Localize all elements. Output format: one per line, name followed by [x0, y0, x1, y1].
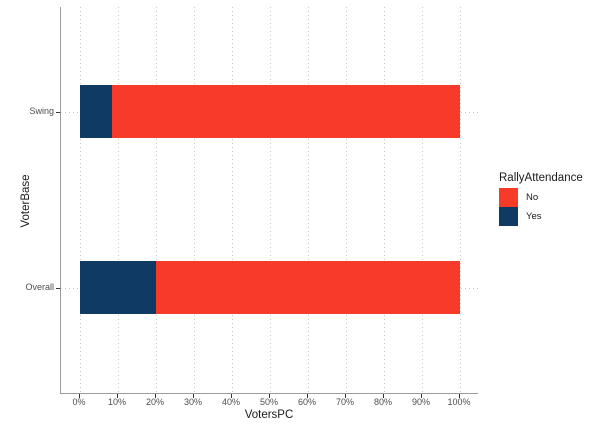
bar-segment-no: [156, 261, 460, 314]
bar-row-swing: [80, 85, 460, 138]
x-tick-mark: [345, 394, 346, 398]
x-gridline: [270, 7, 271, 393]
legend-label: No: [526, 192, 539, 203]
x-gridline: [346, 7, 347, 393]
x-tick-label: 70%: [335, 397, 354, 407]
bar-row-overall: [80, 261, 460, 314]
x-tick-label: 90%: [411, 397, 430, 407]
x-tick-label: 80%: [373, 397, 392, 407]
x-tick-mark: [231, 394, 232, 398]
y-tick-mark: [56, 288, 60, 289]
y-tick-mark: [56, 112, 60, 113]
x-axis-title: VotersPC: [244, 409, 294, 421]
x-gridline: [384, 7, 385, 393]
y-axis-title: VoterBase: [20, 174, 32, 228]
y-tick-label: Swing: [29, 106, 54, 116]
bar-segment-yes: [80, 261, 156, 314]
legend-swatch-no: [499, 188, 518, 207]
x-tick-mark: [383, 394, 384, 398]
x-tick-label: 10%: [107, 397, 126, 407]
x-gridline: [422, 7, 423, 393]
x-gridline: [308, 7, 309, 393]
bar-segment-yes: [80, 85, 112, 138]
legend-item-yes: Yes: [499, 207, 583, 226]
x-tick-mark: [117, 394, 118, 398]
legend-items: No Yes: [499, 188, 583, 226]
legend-item-no: No: [499, 188, 583, 207]
x-gridline: [118, 7, 119, 393]
x-tick-label: 40%: [221, 397, 240, 407]
x-gridline: [460, 7, 461, 393]
x-tick-label: 100%: [447, 397, 471, 407]
x-gridline: [232, 7, 233, 393]
legend: RallyAttendance No Yes: [499, 172, 583, 226]
plot-panel: [60, 7, 478, 394]
x-tick-label: 20%: [145, 397, 164, 407]
x-tick-mark: [79, 394, 80, 398]
x-tick-label: 50%: [259, 397, 278, 407]
x-tick-mark: [307, 394, 308, 398]
legend-label: Yes: [526, 211, 542, 222]
x-tick-label: 30%: [183, 397, 202, 407]
y-tick-label: Overall: [25, 282, 54, 292]
x-tick-mark: [421, 394, 422, 398]
x-gridline: [194, 7, 195, 393]
x-tick-mark: [459, 394, 460, 398]
x-tick-mark: [193, 394, 194, 398]
x-tick-label: 0%: [72, 397, 86, 407]
legend-title: RallyAttendance: [499, 172, 583, 184]
x-tick-label: 60%: [297, 397, 316, 407]
bar-segment-no: [111, 85, 460, 138]
x-tick-mark: [269, 394, 270, 398]
legend-swatch-yes: [499, 207, 518, 226]
x-gridline: [80, 7, 81, 393]
x-tick-mark: [155, 394, 156, 398]
x-gridline: [156, 7, 157, 393]
